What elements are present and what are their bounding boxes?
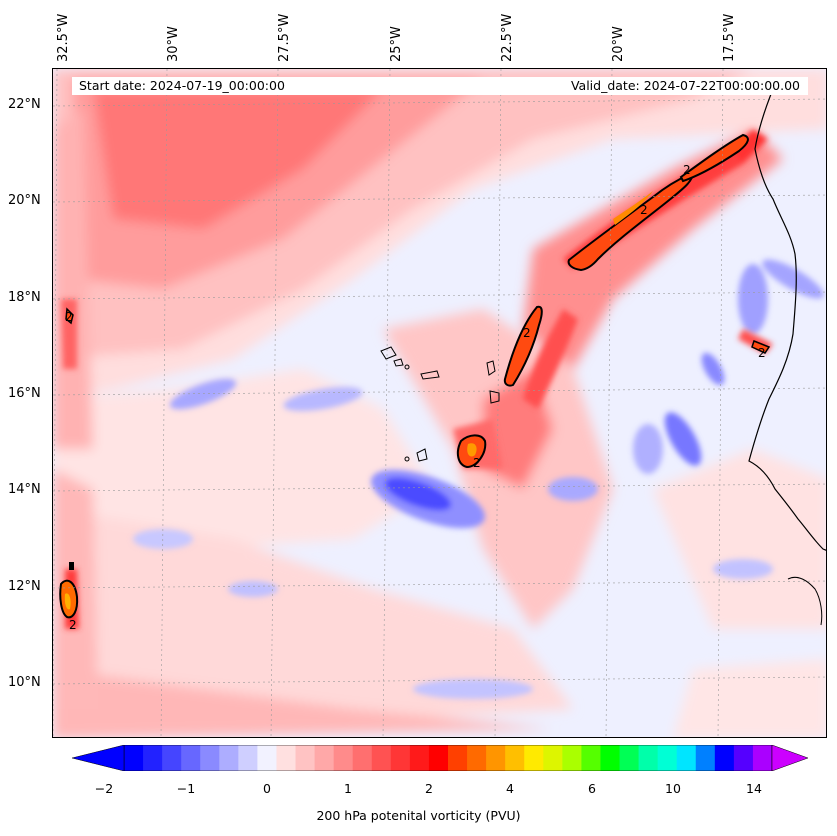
colorbar-swatch [124, 745, 144, 771]
colorbar-swatch [657, 745, 678, 771]
colorbar-over-arrow [771, 745, 808, 771]
colorbar-tick: 6 [588, 781, 596, 796]
colorbar-swatch [352, 745, 373, 771]
start-date-label: Start date: 2024-07-19_00:00:00 [79, 78, 285, 93]
colorbar-tick: −2 [94, 781, 114, 796]
colorbar [72, 745, 808, 771]
pv-field: 2 2 2 2 2 2 2 [53, 69, 826, 737]
colorbar-tick: 1 [344, 781, 352, 796]
colorbar-swatch [619, 745, 640, 771]
lat-label-10n: 10°N [8, 675, 41, 690]
colorbar-swatch [714, 745, 735, 771]
map-panel[interactable]: 2 2 2 2 2 2 2 [52, 68, 827, 738]
contour-label: 2 [473, 456, 481, 470]
lon-label-27-5w: 27.5°W [277, 13, 292, 62]
lat-label-12n: 12°N [8, 579, 41, 594]
colorbar-under-arrow [72, 745, 125, 771]
contour-label: 2 [69, 618, 77, 632]
colorbar-swatch [543, 745, 563, 771]
colorbar-swatch [238, 745, 259, 771]
lon-label-30w: 30°W [166, 26, 181, 62]
colorbar-swatch [162, 745, 182, 771]
lat-label-16n: 16°N [8, 386, 41, 401]
colorbar-swatch [562, 745, 583, 771]
cape-verde-islands [380, 346, 500, 462]
lat-label-18n: 18°N [8, 290, 41, 305]
colorbar-swatch [467, 745, 487, 771]
colorbar-swatch [390, 745, 411, 771]
lon-label-32-5w: 32.5°W [56, 13, 71, 62]
colorbar-swatch [581, 745, 602, 771]
colorbar-swatch [486, 745, 506, 771]
lat-label-22n: 22°N [8, 97, 41, 112]
graticule [53, 69, 826, 737]
contour-label: 2 [758, 346, 766, 360]
colorbar-tick: 0 [263, 781, 271, 796]
colorbar-swatch [276, 745, 297, 771]
colorbar-swatch [600, 745, 621, 771]
negative-pv-patches [133, 259, 824, 699]
contour-labels: 2 2 2 2 2 2 2 [65, 163, 766, 632]
pv-2-contours [59, 133, 771, 619]
colorbar-swatch [524, 745, 544, 771]
colorbar-swatch [448, 745, 468, 771]
colorbar-tick: −1 [176, 781, 196, 796]
valid-date-label: Valid_date: 2024-07-22T00:00:00.00 [570, 78, 800, 93]
colorbar-swatch [752, 745, 773, 771]
colorbar-swatch [676, 745, 697, 771]
colorbar-swatch [409, 745, 430, 771]
colorbar-label: 200 hPa potenital vorticity (PVU) [316, 808, 521, 823]
colorbar-swatch [505, 745, 525, 771]
africa-coastline [748, 88, 826, 551]
colorbar-swatch [219, 745, 239, 771]
colorbar-tick: 14 [746, 781, 762, 796]
colorbar-swatch [428, 745, 449, 771]
colorbar-swatch [733, 745, 754, 771]
colorbar-swatch [295, 745, 316, 771]
contour-label: 2 [523, 326, 531, 340]
colorbar-swatch [695, 745, 716, 771]
colorbar-swatch [200, 745, 220, 771]
lon-label-25w: 25°W [389, 26, 404, 62]
colorbar-tick: 4 [506, 781, 514, 796]
colorbar-swatch [371, 745, 392, 771]
pv-shading [53, 69, 826, 737]
lon-label-17-5w: 17.5°W [722, 13, 737, 62]
lat-label-20n: 20°N [8, 193, 41, 208]
contour-label: 2 [640, 203, 648, 217]
colorbar-swatch [181, 745, 201, 771]
colorbar-swatch [314, 745, 335, 771]
colorbar-swatch [333, 745, 354, 771]
lon-label-22-5w: 22.5°W [500, 13, 515, 62]
lat-label-14n: 14°N [8, 482, 41, 497]
coastline-detail [787, 576, 823, 626]
colorbar-swatch [143, 745, 163, 771]
contour-label: 2 [683, 163, 691, 177]
colorbar-tick: 10 [665, 781, 681, 796]
colorbar-swatch [638, 745, 659, 771]
colorbar-tick: 2 [425, 781, 433, 796]
colorbar-swatch [257, 745, 278, 771]
contour-label: 2 [65, 310, 73, 324]
lon-label-20w: 20°W [611, 26, 626, 62]
info-bar: Start date: 2024-07-19_00:00:00 Valid_da… [72, 77, 808, 95]
